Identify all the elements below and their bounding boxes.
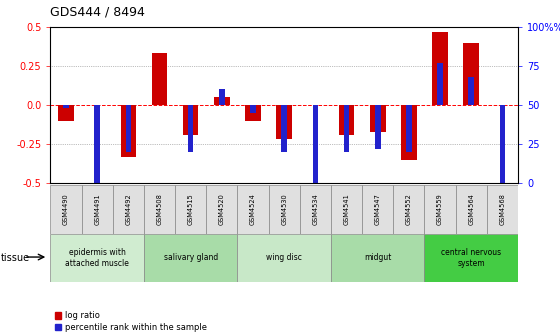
Bar — [468, 77, 474, 105]
Text: central nervous
system: central nervous system — [441, 248, 501, 267]
Text: wing disc: wing disc — [266, 253, 302, 262]
Bar — [500, 105, 505, 183]
Bar — [281, 105, 287, 152]
Bar — [237, 234, 331, 282]
Bar — [214, 97, 230, 105]
Bar — [269, 185, 300, 234]
Bar — [424, 234, 518, 282]
Bar — [464, 43, 479, 105]
Bar — [183, 105, 198, 135]
Bar — [424, 185, 456, 234]
Bar — [406, 105, 412, 152]
Text: GSM4534: GSM4534 — [312, 193, 319, 225]
Bar — [437, 63, 443, 105]
Text: GSM4530: GSM4530 — [281, 193, 287, 225]
Bar — [277, 105, 292, 139]
Text: GSM4564: GSM4564 — [468, 193, 474, 225]
Text: GSM4568: GSM4568 — [500, 193, 506, 225]
Text: midgut: midgut — [364, 253, 391, 262]
Bar — [250, 105, 256, 113]
Bar — [120, 105, 136, 157]
Text: GSM4541: GSM4541 — [343, 193, 349, 225]
Legend: log ratio, percentile rank within the sample: log ratio, percentile rank within the sa… — [54, 311, 207, 332]
Bar — [58, 105, 74, 121]
Text: GSM4491: GSM4491 — [94, 193, 100, 225]
Bar — [144, 185, 175, 234]
Bar — [50, 234, 144, 282]
Text: GSM4508: GSM4508 — [156, 193, 162, 225]
Bar — [245, 105, 261, 121]
Bar — [375, 105, 381, 149]
Bar — [125, 105, 131, 152]
Text: GSM4559: GSM4559 — [437, 193, 443, 225]
Bar — [175, 185, 206, 234]
Bar — [331, 185, 362, 234]
Bar — [300, 185, 331, 234]
Bar — [237, 185, 269, 234]
Bar — [152, 53, 167, 105]
Bar — [401, 105, 417, 160]
Text: GSM4520: GSM4520 — [219, 193, 225, 225]
Bar — [144, 234, 237, 282]
Text: GSM4492: GSM4492 — [125, 193, 132, 225]
Text: GSM4552: GSM4552 — [406, 193, 412, 225]
Text: GSM4547: GSM4547 — [375, 193, 381, 225]
Text: epidermis with
attached muscle: epidermis with attached muscle — [65, 248, 129, 267]
Bar — [312, 105, 318, 183]
Bar — [393, 185, 424, 234]
Bar — [331, 234, 424, 282]
Bar — [113, 185, 144, 234]
Bar — [94, 105, 100, 183]
Text: GSM4515: GSM4515 — [188, 193, 194, 225]
Bar — [456, 185, 487, 234]
Bar — [344, 105, 349, 152]
Text: GSM4490: GSM4490 — [63, 193, 69, 225]
Bar — [50, 185, 82, 234]
Text: GSM4524: GSM4524 — [250, 193, 256, 225]
Bar — [362, 185, 393, 234]
Text: salivary gland: salivary gland — [164, 253, 218, 262]
Bar — [370, 105, 385, 132]
Bar — [487, 185, 518, 234]
Bar — [188, 105, 194, 152]
Text: tissue: tissue — [1, 253, 30, 263]
Bar — [63, 105, 69, 108]
Text: GDS444 / 8494: GDS444 / 8494 — [50, 5, 145, 18]
Bar — [82, 185, 113, 234]
Bar — [206, 185, 237, 234]
Bar — [339, 105, 354, 135]
Bar — [219, 89, 225, 105]
Bar — [432, 32, 448, 105]
